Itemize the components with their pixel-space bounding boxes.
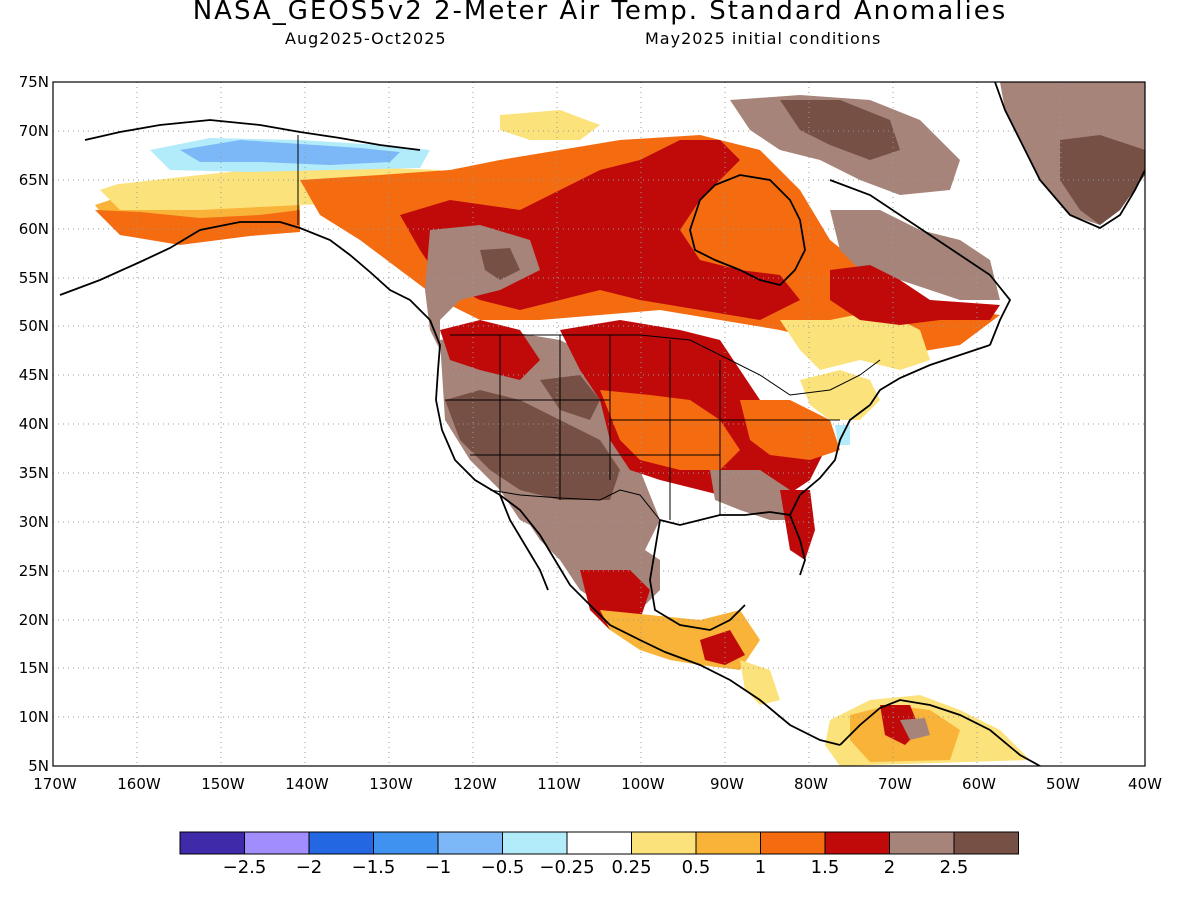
us-canada-border (450, 334, 881, 396)
central-america-yellow (740, 660, 780, 705)
quebec-brown (830, 210, 1000, 300)
colorbar-swatch (179, 831, 245, 855)
latitude-axis: 75N 70N 65N 60N 55N 50N 45N 40N 35N 30N … (19, 73, 49, 775)
lon-label: 90W (710, 775, 744, 793)
lat-label: 40N (19, 415, 49, 433)
lat-label: 30N (19, 513, 49, 531)
lon-label: 140W (285, 775, 329, 793)
ohio-valley-orange (740, 400, 840, 460)
southwest-brown-dark (445, 390, 620, 500)
lon-label: 110W (537, 775, 581, 793)
colorbar-label: 2 (884, 857, 895, 878)
greenland-dark (1060, 135, 1145, 225)
alaska-north-coast (84, 119, 421, 151)
lon-label: 60W (962, 775, 996, 793)
lat-label: 60N (19, 220, 49, 238)
forecast-period: Aug2025-Oct2025 (285, 29, 447, 48)
colorbar-swatch (631, 831, 697, 855)
arctic-islands-dark (780, 100, 900, 160)
lat-label: 65N (19, 171, 49, 189)
colorbar-swatch (373, 831, 439, 855)
colorbar-label: −0.5 (481, 857, 525, 878)
coastlines (59, 82, 1145, 766)
canada-brown-dark (480, 248, 520, 280)
rockies-brown-dark (540, 375, 600, 420)
alaska-cold-mid (180, 140, 400, 165)
lat-label: 75N (19, 73, 49, 91)
colorbar-swatch (502, 831, 568, 855)
hudson-bay (689, 174, 806, 286)
colorbar-label: −1.5 (352, 857, 396, 878)
alaska-red-edge (95, 210, 300, 245)
lat-label: 70N (19, 122, 49, 140)
lat-label: 15N (19, 659, 49, 677)
mexico-gulf-coast (649, 519, 746, 631)
colorbar-label: 1.5 (811, 857, 840, 878)
quebec-red (830, 265, 1000, 325)
lon-label: 70W (878, 775, 912, 793)
lon-label: 150W (201, 775, 245, 793)
us-mexico-border (489, 489, 661, 521)
baja-coast (499, 494, 549, 591)
colorbar-label: −1 (425, 857, 452, 878)
labrador-coast (829, 179, 1012, 346)
map-title: NASA_GEOS5v2 2-Meter Air Temp. Standard … (192, 0, 1008, 26)
colorbar-swatch (953, 831, 1019, 855)
gulf-coast (659, 511, 806, 576)
initial-conditions: May2025 initial conditions (645, 29, 882, 48)
lon-label: 120W (453, 775, 497, 793)
colorbar-swatch (244, 831, 310, 855)
central-america-red (700, 630, 745, 665)
lon-label: 100W (621, 775, 665, 793)
lon-label: 170W (33, 775, 77, 793)
colorbar-swatch (824, 831, 890, 855)
colorbar-swatch (308, 831, 374, 855)
colorbar-label: −2.5 (223, 857, 267, 878)
lon-label: 160W (117, 775, 161, 793)
lat-label: 25N (19, 562, 49, 580)
south-america-brown (900, 718, 930, 740)
lat-label: 55N (19, 269, 49, 287)
southeast-brown (710, 470, 800, 520)
florida-red (780, 490, 815, 560)
lon-label: 130W (369, 775, 413, 793)
alaska-coast (59, 221, 431, 321)
political-boundaries (297, 135, 881, 521)
colorbar-swatch (760, 831, 826, 855)
south-america-coast (839, 699, 1041, 766)
longitude-axis: 170W 160W 150W 140W 130W 120W 110W 100W … (33, 775, 1162, 793)
west-coast (429, 319, 841, 746)
arctic-yellow (500, 110, 600, 140)
colorbar-swatch (566, 831, 632, 855)
lat-label: 10N (19, 708, 49, 726)
lat-label: 50N (19, 317, 49, 335)
colorbar-label: 0.25 (611, 857, 651, 878)
lat-lon-grid (53, 82, 1145, 766)
colorbar-swatch (889, 831, 955, 855)
colorbar-label: 1 (755, 857, 766, 878)
colorbar-label: 0.5 (682, 857, 711, 878)
great-lakes-yellow (780, 310, 930, 370)
lon-label: 40W (1128, 775, 1162, 793)
lat-label: 5N (28, 757, 49, 775)
map-frame (52, 81, 1146, 767)
east-coast (789, 344, 991, 516)
colorbar-label: −2 (296, 857, 323, 878)
greenland-coast (994, 82, 1145, 230)
lon-label: 50W (1046, 775, 1080, 793)
colorbar-swatch (695, 831, 761, 855)
colorbar-swatch (437, 831, 503, 855)
colorbar-label: 2.5 (940, 857, 969, 878)
lon-label: 80W (794, 775, 828, 793)
colorbar-label: −0.25 (539, 857, 594, 878)
northeast-yellow (800, 370, 880, 420)
lat-label: 35N (19, 464, 49, 482)
colorbar: −2.5 −2 −1.5 −1 −0.5 −0.25 0.25 0.5 1 1.5 2 2.5 (179, 831, 1019, 878)
lat-label: 45N (19, 366, 49, 384)
lat-label: 20N (19, 611, 49, 629)
